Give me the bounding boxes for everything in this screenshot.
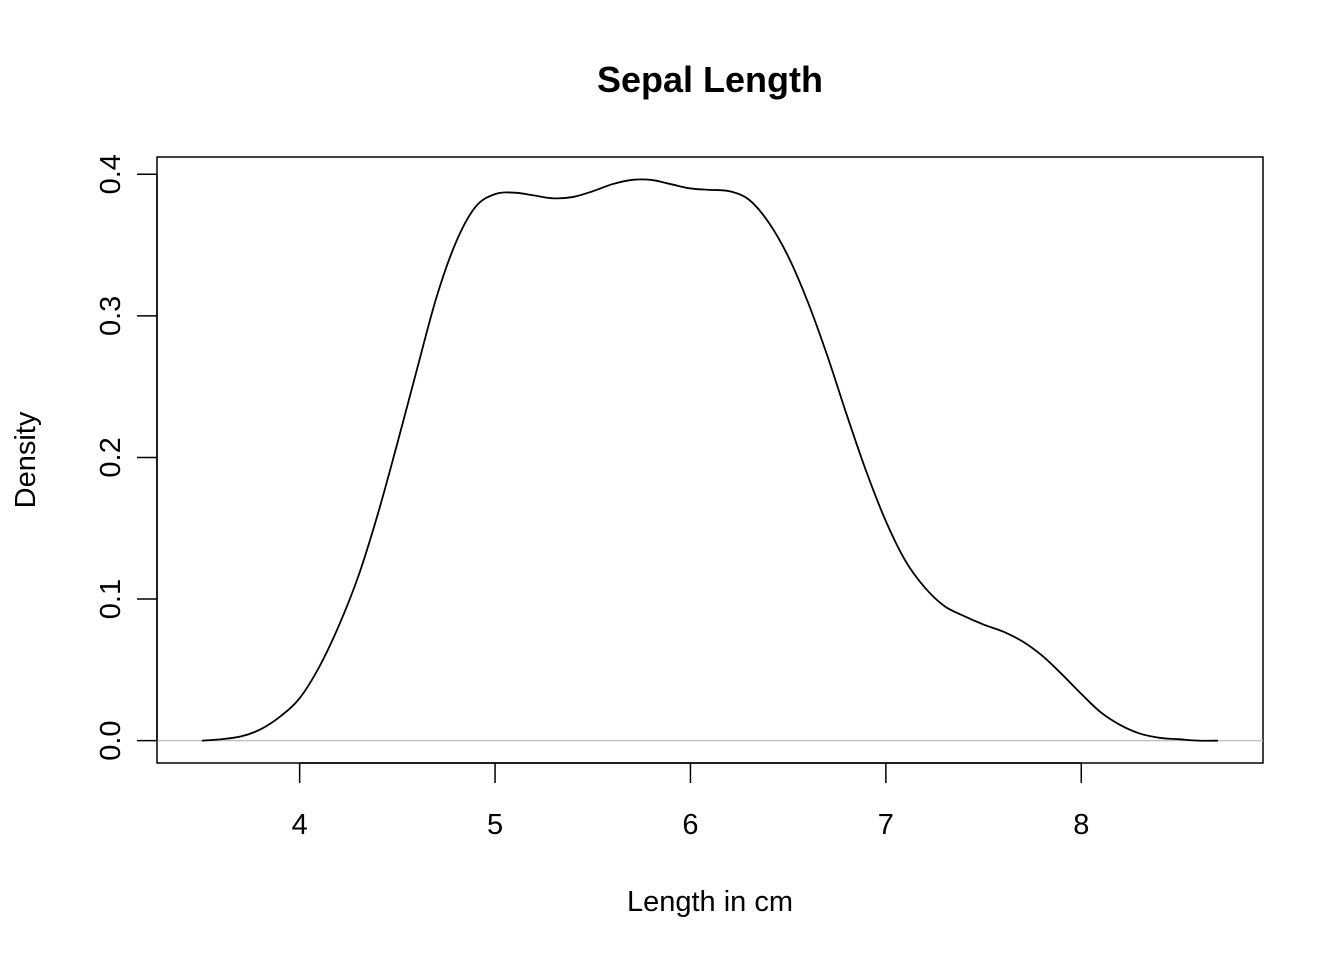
x-tick-label: 5 <box>487 809 503 841</box>
x-tick-label: 7 <box>878 809 894 841</box>
y-tick-label: 0.4 <box>95 154 127 194</box>
y-tick-label: 0.1 <box>95 579 127 619</box>
x-tick-label: 8 <box>1073 809 1089 841</box>
x-axis: 4 5 6 7 8 <box>292 762 1089 841</box>
density-curve <box>201 178 1219 742</box>
plot-frame <box>156 156 1264 764</box>
y-axis: 0.0 0.1 0.2 0.3 0.4 <box>95 154 158 761</box>
y-axis-label: Density <box>10 411 42 508</box>
x-axis-label: Length in cm <box>627 886 793 918</box>
y-tick-label: 0.0 <box>95 720 127 760</box>
chart-title: Sepal Length <box>597 59 823 100</box>
y-tick-label: 0.3 <box>95 296 127 336</box>
y-tick-label: 0.2 <box>95 437 127 477</box>
x-tick-label: 4 <box>292 809 308 841</box>
x-tick-label: 6 <box>682 809 698 841</box>
